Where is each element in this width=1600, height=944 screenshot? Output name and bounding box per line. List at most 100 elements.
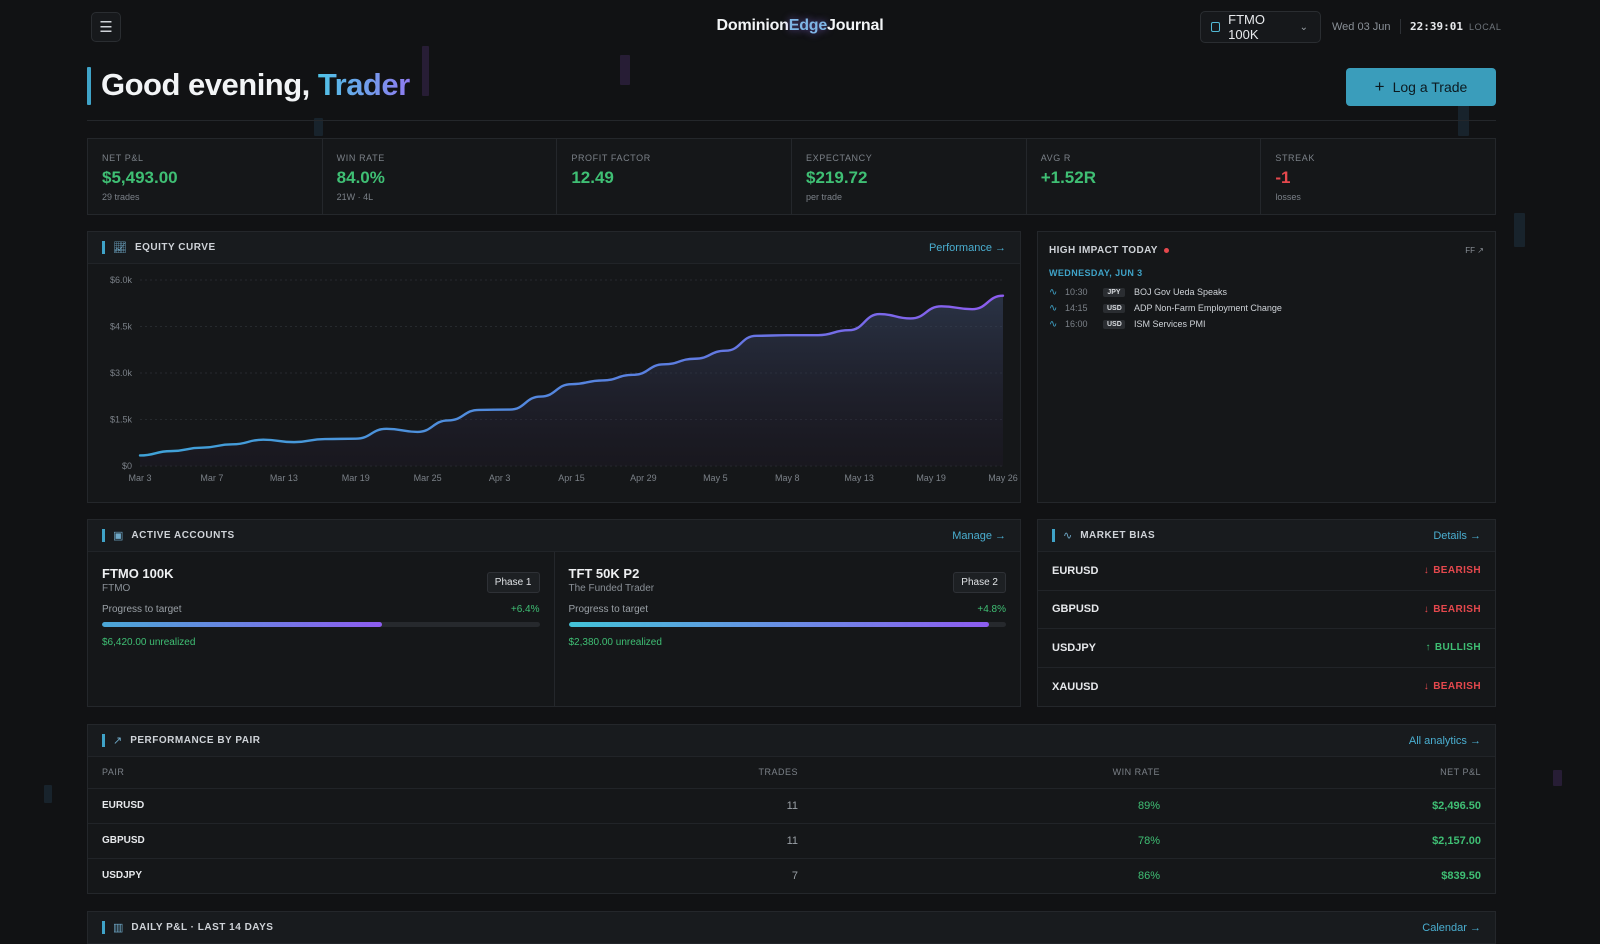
pnl-cell: $839.50 <box>1441 869 1481 882</box>
y-tick-label: $4.5k <box>110 322 133 332</box>
bias-pair: XAUUSD <box>1052 680 1099 693</box>
equity-area <box>140 295 1003 466</box>
x-tick-label: May 5 <box>703 473 728 483</box>
wallet-icon <box>1211 22 1221 32</box>
brand-right: Journal <box>827 17 884 34</box>
x-tick-label: Apr 3 <box>489 473 511 483</box>
pair-cell: USDJPY <box>102 870 143 882</box>
pair-cell: EURUSD <box>88 788 648 824</box>
impact-day: WEDNESDAY, JUN 3 <box>1049 268 1143 278</box>
stat-sub: losses <box>1275 192 1301 202</box>
performance-table: PAIR TRADES WIN RATE NET P&L EURUSD 11 8… <box>88 757 1495 893</box>
progress-label: Progress to target <box>102 604 182 615</box>
progress-pct: +4.8% <box>977 604 1006 615</box>
column-header[interactable]: PAIR <box>88 757 648 789</box>
account-selector[interactable]: FTMO 100K ⌄ <box>1200 11 1321 43</box>
bg-candle <box>1458 102 1469 136</box>
trades-cell: 11 <box>648 788 798 824</box>
arrow-down-icon: ↓ <box>1423 681 1430 693</box>
event-name: ADP Non-Farm Employment Change <box>1134 303 1282 313</box>
high-impact-card: HIGH IMPACT TODAY FF ↗ WEDNESDAY, JUN 3 … <box>1037 231 1496 503</box>
stats-bar: NET P&L $5,493.00 29 trades WIN RATE 84.… <box>87 138 1496 215</box>
event-time: 14:15 <box>1065 303 1088 313</box>
stat-win-rate: WIN RATE 84.0% 21W · 4L <box>323 139 558 214</box>
y-tick-label: $1.5k <box>110 415 133 425</box>
column-header[interactable]: NET P&L <box>1160 757 1495 789</box>
pnl-cell: $2,157.00 <box>1160 823 1495 859</box>
pair-cell: GBPUSD <box>88 823 648 859</box>
account-tile[interactable]: TFT 50K P2 The Funded Trader Phase 2 Pro… <box>555 552 1021 707</box>
divider <box>1400 19 1401 34</box>
account-firm: FTMO <box>102 583 131 594</box>
manage-link[interactable]: Manage → <box>952 529 1006 542</box>
stat-label: WIN RATE <box>336 153 385 163</box>
event-row: ∿ 14:15 USD ADP Non-Farm Employment Chan… <box>1038 300 1495 316</box>
bias-row[interactable]: XAUUSD ↓ BEARISH <box>1038 668 1495 707</box>
event-name: BOJ Gov Ueda Speaks <box>1134 287 1228 297</box>
table-row[interactable]: USDJPY 7 86% $839.50 <box>88 858 1495 893</box>
pnl-cell: $2,496.50 <box>1160 788 1495 824</box>
card-header: ↗ PERFORMANCE BY PAIR All analytics → <box>88 725 1495 757</box>
table-row[interactable]: GBPUSD 11 78% $2,157.00 <box>88 823 1495 859</box>
equity-line <box>138 294 1005 457</box>
log-trade-button[interactable]: + Log a Trade <box>1346 68 1496 106</box>
stat-label: PROFIT FACTOR <box>571 153 651 163</box>
wallet-icon: ▣ <box>113 530 124 542</box>
unrealized-pnl: $6,420.00 unrealized <box>102 637 196 648</box>
progress-pct: +6.4% <box>510 604 540 615</box>
column-header[interactable]: TRADES <box>648 757 798 789</box>
stat-avg-r: AVG R +1.52R <box>1027 139 1262 214</box>
account-tile[interactable]: FTMO 100K FTMO Phase 1 Progress to targe… <box>88 552 555 707</box>
unrealized-pnl: $2,380.00 unrealized <box>568 637 662 648</box>
event-row: ∿ 10:30 JPY BOJ Gov Ueda Speaks <box>1038 284 1495 300</box>
chevron-down-icon: ⌄ <box>1299 21 1308 33</box>
trending-up-icon: ↗ <box>113 735 123 747</box>
bg-candle <box>1553 770 1562 786</box>
trades-cell: 11 <box>648 823 798 859</box>
activity-icon: ∿ <box>1049 302 1058 314</box>
bias-row[interactable]: GBPUSD ↓ BEARISH <box>1038 591 1495 629</box>
calendar-link[interactable]: Calendar → <box>1422 921 1481 934</box>
divider <box>87 120 1496 121</box>
performance-link[interactable]: Performance → <box>928 241 1006 254</box>
bias-row[interactable]: EURUSD ↓ BEARISH <box>1038 552 1495 591</box>
arrow-down-icon: ↓ <box>1423 565 1430 577</box>
y-tick-label: $0 <box>122 461 132 471</box>
card-title: ACTIVE ACCOUNTS <box>131 530 235 541</box>
x-tick-label: Mar 25 <box>414 473 442 483</box>
card-accent <box>102 529 105 542</box>
phase-badge: Phase 1 <box>486 572 540 593</box>
card-accent <box>102 241 105 254</box>
all-analytics-link[interactable]: All analytics → <box>1408 734 1481 747</box>
daily-pnl-card: ▥ DAILY P&L · LAST 14 DAYS Calendar → <box>87 911 1496 944</box>
x-tick-label: Mar 7 <box>200 473 223 483</box>
stat-sub: per trade <box>806 192 843 202</box>
equity-chart: $6.0k $4.5k $3.0k $1.5k $0 Mar 3 Mar 7 Mar 13 Ma… <box>110 275 1018 483</box>
stat-net-pnl: NET P&L $5,493.00 29 trades <box>88 139 323 214</box>
card-title: PERFORMANCE BY PAIR <box>130 735 261 746</box>
progress-fill <box>102 622 382 627</box>
phase-badge: Phase 2 <box>953 572 1006 593</box>
x-tick-label: Apr 15 <box>558 473 585 483</box>
stat-value: -1 <box>1275 168 1291 187</box>
trades-cell: 7 <box>791 869 798 882</box>
menu-icon[interactable]: ☰ <box>91 12 121 42</box>
x-tick-label: May 26 <box>988 473 1018 483</box>
bias-row[interactable]: USDJPY ↑ BULLISH <box>1038 629 1495 668</box>
winrate-cell: 89% <box>798 788 1160 824</box>
x-tick-label: May 8 <box>775 473 800 483</box>
stat-sub: 29 trades <box>102 192 140 202</box>
column-header[interactable]: WIN RATE <box>798 757 1160 789</box>
details-link[interactable]: Details → <box>1433 529 1481 542</box>
currency-badge: USD <box>1103 319 1125 329</box>
table-row[interactable]: EURUSD 11 89% $2,496.50 <box>88 788 1495 824</box>
timezone-label: LOCAL <box>1469 22 1502 32</box>
greeting-accent <box>87 67 91 105</box>
arrow-up-icon: ↑ <box>1425 642 1431 654</box>
forexfactory-link[interactable]: FF ↗ <box>1465 246 1484 255</box>
bias-label: BEARISH <box>1433 603 1481 615</box>
brand-left: Dominion <box>716 17 789 34</box>
current-date: Wed 03 Jun <box>1332 21 1391 33</box>
card-title: MARKET BIAS <box>1080 530 1156 541</box>
event-name: ISM Services PMI <box>1134 319 1206 329</box>
